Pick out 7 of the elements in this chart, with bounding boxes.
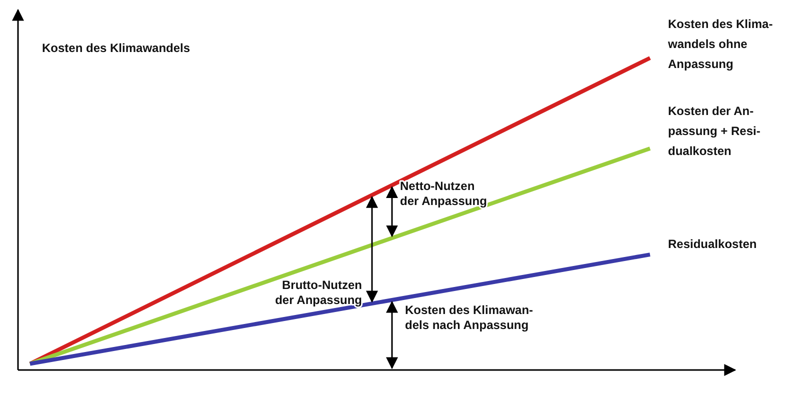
- series-label: Residualkosten: [668, 237, 757, 251]
- y-axis-title: Kosten des Klimawandels: [42, 41, 190, 55]
- annotation: Brutto-Nutzen der Anpassung: [275, 278, 362, 307]
- annotation: Kosten des Klimawan- dels nach Anpassung: [405, 303, 534, 332]
- annotation: Netto-Nutzen der Anpassung: [400, 179, 487, 208]
- series-label: Kosten des Klima- wandels ohne Anpassung: [667, 17, 773, 71]
- series-label: Kosten der An- passung + Resi- dualkosten: [668, 104, 760, 158]
